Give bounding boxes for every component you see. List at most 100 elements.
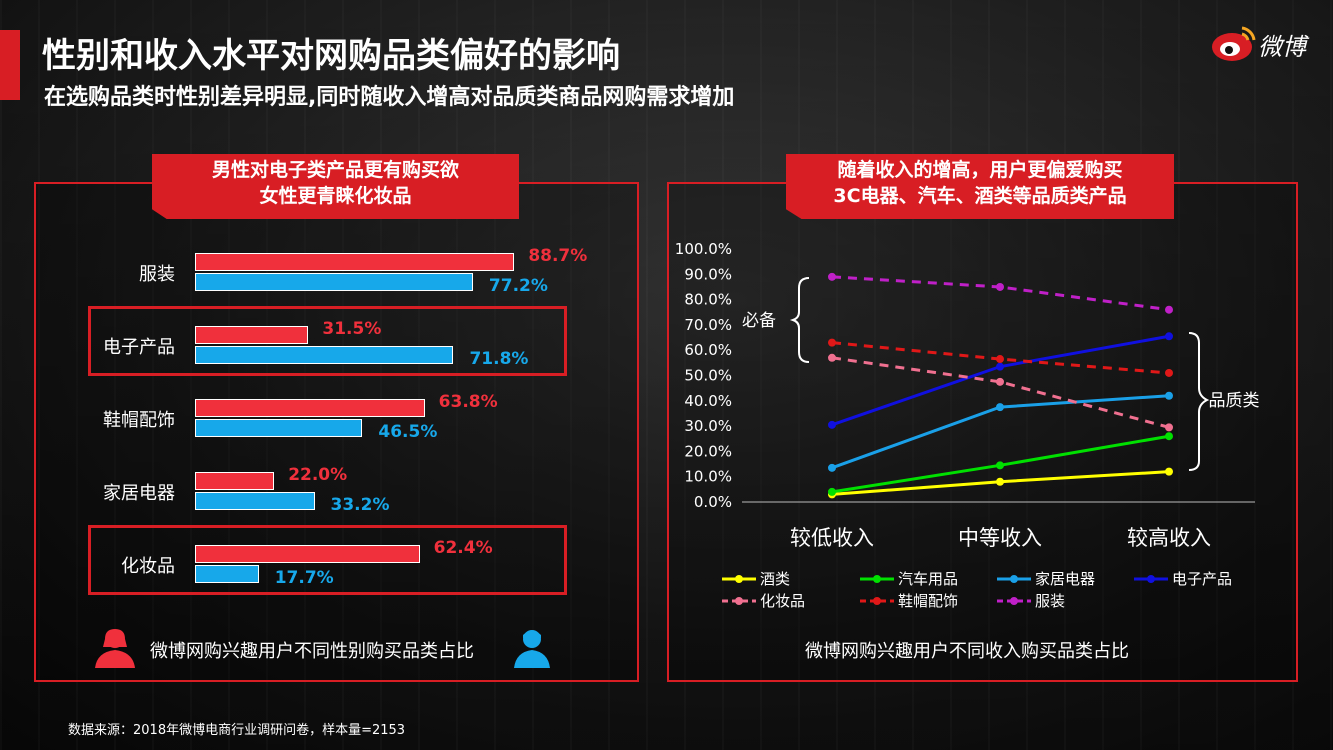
- male-bar: [195, 565, 259, 583]
- legend-swatch-dot: [1147, 575, 1155, 583]
- male-bar: [195, 273, 473, 291]
- series-point: [996, 355, 1004, 364]
- female-bar: [195, 326, 309, 344]
- quality-brace: [1188, 332, 1210, 471]
- gender-banner: 男性对电子类产品更有购买欲 女性更青睐化妆品: [152, 154, 519, 219]
- brace-label-must-have: 必备: [742, 311, 776, 331]
- male-value-label: 46.5%: [378, 422, 438, 442]
- data-source: 数据来源：2018年微博电商行业调研问卷，样本量=2153: [68, 723, 406, 738]
- series-point: [1165, 467, 1173, 476]
- male-value-label: 17.7%: [274, 568, 334, 588]
- series-point: [828, 420, 836, 429]
- legend-swatch-dot: [873, 597, 881, 605]
- female-bar: [195, 399, 425, 417]
- legend-label: 电子产品: [1172, 570, 1233, 588]
- series-point: [828, 463, 836, 472]
- x-tick-label: 较高收入: [1127, 526, 1211, 550]
- legend-swatch: [1134, 575, 1168, 583]
- title-accent-bar: [0, 30, 20, 100]
- y-tick-label: 10.0%: [684, 468, 732, 486]
- female-value-label: 31.5%: [322, 319, 382, 339]
- legend-label: 化妆品: [760, 592, 806, 610]
- female-bar: [195, 472, 275, 490]
- series-line: [831, 275, 1170, 312]
- legend-swatch: [722, 597, 756, 605]
- female-user-icon: [95, 629, 135, 668]
- y-tick-label: 90.0%: [684, 265, 732, 283]
- gender-banner-line2: 女性更青睐化妆品: [259, 185, 412, 207]
- y-tick-label: 60.0%: [684, 341, 732, 359]
- y-tick-label: 20.0%: [684, 442, 732, 460]
- y-tick-label: 80.0%: [684, 291, 732, 309]
- y-tick-label: 100.0%: [675, 240, 732, 258]
- category-label: 鞋帽配饰: [103, 410, 175, 431]
- series-point: [828, 487, 836, 496]
- series-point: [996, 282, 1004, 291]
- series-point: [1165, 423, 1173, 432]
- female-bar: [195, 253, 515, 271]
- female-value-label: 88.7%: [528, 246, 588, 266]
- income-banner-line2: 3C电器、汽车、酒类等品质类产品: [833, 185, 1127, 207]
- legend-swatch: [860, 597, 894, 605]
- category-label: 电子产品: [103, 337, 175, 358]
- male-value-label: 33.2%: [330, 495, 390, 515]
- page-title: 性别和收入水平对网购品类偏好的影响: [42, 36, 620, 76]
- series-point: [1165, 432, 1173, 441]
- series-point: [996, 477, 1004, 486]
- legend-label: 汽车用品: [898, 570, 959, 588]
- legend-swatch: [860, 575, 894, 583]
- brace-label-quality: 品质类: [1209, 391, 1260, 411]
- category-label: 服装: [139, 264, 175, 285]
- legend-label: 酒类: [760, 570, 791, 588]
- page-subtitle: 在选购品类时性别差异明显,同时随收入增高对品质类商品网购需求增加: [44, 85, 735, 110]
- legend-swatch-dot: [735, 575, 743, 583]
- series-point: [828, 338, 836, 347]
- category-label: 化妆品: [121, 556, 175, 577]
- series-point: [1165, 368, 1173, 377]
- y-tick-label: 70.0%: [684, 316, 732, 334]
- male-bar: [195, 419, 363, 437]
- series-line: [831, 356, 1170, 429]
- male-user-icon: [514, 630, 550, 668]
- male-value-label: 77.2%: [488, 276, 548, 296]
- income-banner-line1: 随着收入的增高，用户更偏爱购买: [837, 159, 1123, 181]
- must-have-brace: [789, 277, 810, 363]
- series-point: [1165, 332, 1173, 341]
- legend-swatch-dot: [1010, 575, 1018, 583]
- highlight-box: [88, 525, 567, 595]
- legend-swatch: [997, 597, 1031, 605]
- male-bar: [195, 492, 315, 510]
- legend-swatch: [722, 575, 756, 583]
- income-line-chart: 0.0% 10.0% 20.0% 30.0% 40.0% 50.0% 60.0% 70.0% 8…: [675, 240, 1260, 550]
- y-tick-label: 0.0%: [694, 493, 732, 511]
- x-tick-label: 较低收入: [790, 526, 874, 550]
- highlight-box: [88, 306, 567, 376]
- series-point: [996, 362, 1004, 371]
- legend-swatch-dot: [1010, 597, 1018, 605]
- x-tick-label: 中等收入: [958, 526, 1042, 550]
- female-value-label: 62.4%: [433, 538, 493, 558]
- series-point: [828, 272, 836, 281]
- series-point: [1165, 305, 1173, 314]
- income-caption: 微博网购兴趣用户不同收入购买品类占比: [805, 641, 1129, 662]
- series-point: [1165, 391, 1173, 400]
- category-label: 家居电器: [103, 483, 175, 504]
- series-point: [996, 377, 1004, 386]
- legend-label: 鞋帽配饰: [898, 592, 959, 610]
- female-value-label: 22.0%: [288, 465, 348, 485]
- legend-label: 服装: [1035, 592, 1066, 610]
- legend-swatch: [997, 575, 1031, 583]
- legend-label: 家居电器: [1035, 570, 1096, 588]
- legend-swatch-dot: [873, 575, 881, 583]
- series-point: [828, 353, 836, 362]
- y-tick-label: 50.0%: [684, 367, 732, 385]
- income-banner: 随着收入的增高，用户更偏爱购买 3C电器、汽车、酒类等品质类产品: [786, 154, 1174, 219]
- weibo-eye-icon: [1212, 26, 1256, 61]
- male-bar: [195, 346, 454, 364]
- brand-name: 微博: [1258, 33, 1306, 61]
- income-panel: [667, 182, 1298, 682]
- series-point: [996, 461, 1004, 470]
- series-point: [996, 403, 1004, 412]
- female-bar: [195, 545, 420, 563]
- gender-caption: 微博网购兴趣用户不同性别购买品类占比: [150, 641, 474, 662]
